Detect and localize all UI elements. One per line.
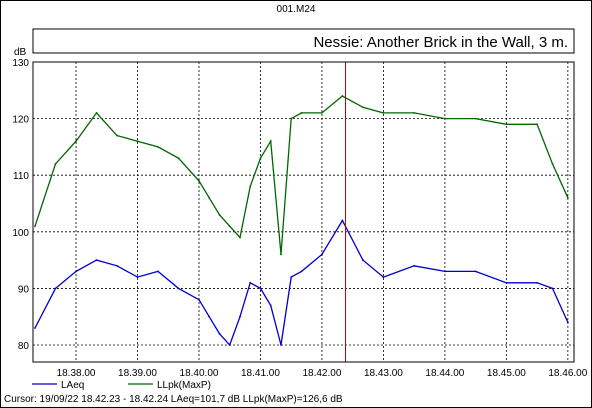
x-tick-label: 18.41.00 [241,368,280,379]
series-layer [34,95,569,347]
plot-area [32,61,575,363]
data-point [239,315,241,318]
data-point [321,112,323,114]
data-point [505,281,508,284]
data-point [34,225,36,228]
x-tick-label: 18.42.00 [302,368,341,379]
data-point [536,281,538,284]
window-title: 001.M24 [277,4,316,15]
data-point [228,344,231,346]
data-point [75,140,77,143]
data-point [95,259,98,261]
data-point [177,287,180,290]
data-point [290,276,293,278]
y-axis: 80 90 100 110 120 130 [12,58,29,352]
legend: LAeq LLpk(MaxP) [32,380,211,391]
data-point [136,140,139,143]
x-tick-label: 18.45.00 [487,368,526,379]
data-point [239,236,241,239]
series-line-llpk [34,95,569,255]
data-point [116,134,118,137]
x-tick-label: 18.43.00 [364,368,403,379]
data-point [413,264,416,267]
y-tick-label: 110 [13,171,29,182]
title-box [32,28,575,54]
data-point [249,281,252,284]
data-point [341,95,344,97]
data-point [413,112,416,114]
data-point [567,321,569,324]
y-unit-label: dB [14,47,27,58]
y-tick-label: 90 [18,284,30,295]
data-point [228,225,231,228]
data-point [208,196,211,199]
data-point [218,213,221,216]
data-point [290,117,293,120]
data-point [382,276,385,278]
y-tick-label: 100 [12,228,29,239]
data-point [444,270,446,273]
data-point [249,185,252,188]
data-point [157,270,159,273]
data-point [198,180,200,182]
x-tick-label: 18.39.00 [118,368,157,379]
x-tick-label: 18.40.00 [180,368,219,379]
x-tick-label: 18.44.00 [425,368,464,379]
data-point [300,270,303,273]
data-point [177,157,180,160]
data-point [474,117,477,120]
data-point [321,253,323,256]
data-point [157,146,159,148]
legend-label-llpk: LLpk(MaxP) [157,380,211,391]
y-tick-label: 80 [18,341,30,352]
data-point [136,276,139,278]
data-point [382,112,385,114]
data-point [474,270,477,273]
data-point [505,123,508,126]
data-point [280,253,282,256]
y-tick-label: 120 [12,115,29,126]
data-point [198,298,200,301]
data-point [54,163,57,165]
data-point [269,140,272,143]
data-point [259,287,262,290]
chart-title: Nessie: Another Brick in the Wall, 3 m. [313,34,568,51]
series-line-laeq [34,219,569,347]
legend-label-laeq: LAeq [61,380,84,391]
grid [33,62,574,362]
data-point [269,304,272,307]
data-point [567,196,569,199]
data-point [300,112,303,114]
y-tick-label: 130 [12,58,29,69]
data-point [259,157,262,160]
data-point [341,219,344,222]
data-point [362,106,364,109]
cursor-readout: Cursor: 19/09/22 18.42.23 - 18.42.24 LAe… [4,394,343,405]
data-point [34,327,36,329]
x-tick-label: 18.38.00 [57,368,96,379]
data-point [536,123,538,126]
data-point [280,344,282,346]
data-point [551,163,554,165]
data-point [75,270,77,273]
data-point [218,332,221,335]
data-point [95,112,98,114]
data-point [551,287,554,290]
data-point [116,264,118,267]
data-point [362,259,364,261]
x-axis: 18.38.00 18.39.00 18.40.00 18.41.00 18.42.00… [57,368,588,379]
data-point [444,117,446,120]
data-point [54,287,57,290]
data-point [208,315,211,318]
x-tick-label: 18.46.00 [548,368,587,379]
